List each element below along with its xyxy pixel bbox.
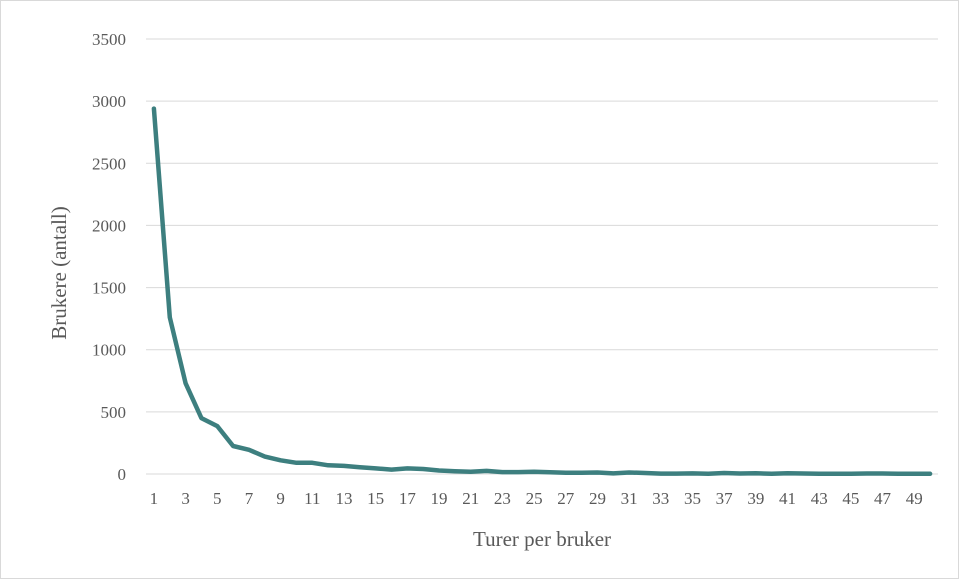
x-tick-label: 45 — [842, 489, 859, 508]
x-tick-label: 31 — [621, 489, 638, 508]
y-tick-label: 3500 — [92, 30, 126, 49]
series-layer — [151, 106, 933, 477]
x-tick-label: 47 — [874, 489, 892, 508]
x-tick-label: 1 — [150, 489, 159, 508]
series-line-0 — [151, 106, 933, 477]
x-tick-label: 7 — [245, 489, 254, 508]
x-tick-label: 49 — [906, 489, 923, 508]
x-tick-label: 5 — [213, 489, 222, 508]
x-tick-label: 11 — [304, 489, 320, 508]
x-tick-label: 33 — [652, 489, 669, 508]
y-tick-label: 1000 — [92, 341, 126, 360]
x-tick-label: 9 — [276, 489, 285, 508]
y-tick-label: 2000 — [92, 216, 126, 235]
x-tick-label: 15 — [367, 489, 384, 508]
y-tick-label: 0 — [118, 465, 127, 484]
x-tick-label: 35 — [684, 489, 701, 508]
x-tick-label: 25 — [526, 489, 543, 508]
y-tick-label: 500 — [101, 403, 127, 422]
x-tick-label: 41 — [779, 489, 796, 508]
x-tick-labels: 1 3 5 7 9 11 13 15 17 19 21 23 25 27 29 31 33 35 37 39 41 43 4… — [150, 489, 923, 508]
x-tick-label: 21 — [462, 489, 479, 508]
y-tick-labels: 0 500 1000 1500 2000 2500 3000 3500 — [92, 30, 126, 484]
y-tick-label: 1500 — [92, 279, 126, 298]
y-tick-label: 3000 — [92, 92, 126, 111]
x-tick-label: 39 — [747, 489, 764, 508]
x-tick-label: 3 — [181, 489, 190, 508]
x-tick-label: 13 — [336, 489, 353, 508]
x-axis-title: Turer per bruker — [473, 527, 611, 551]
x-tick-label: 37 — [716, 489, 734, 508]
x-tick-label: 43 — [811, 489, 828, 508]
x-tick-label: 19 — [431, 489, 448, 508]
y-tick-label: 2500 — [92, 154, 126, 173]
gridlines — [146, 38, 938, 475]
x-tick-label: 23 — [494, 489, 511, 508]
x-tick-label: 29 — [589, 489, 606, 508]
x-tick-label: 17 — [399, 489, 417, 508]
x-tick-label: 27 — [557, 489, 575, 508]
y-axis-title: Brukere (antall) — [47, 206, 71, 340]
